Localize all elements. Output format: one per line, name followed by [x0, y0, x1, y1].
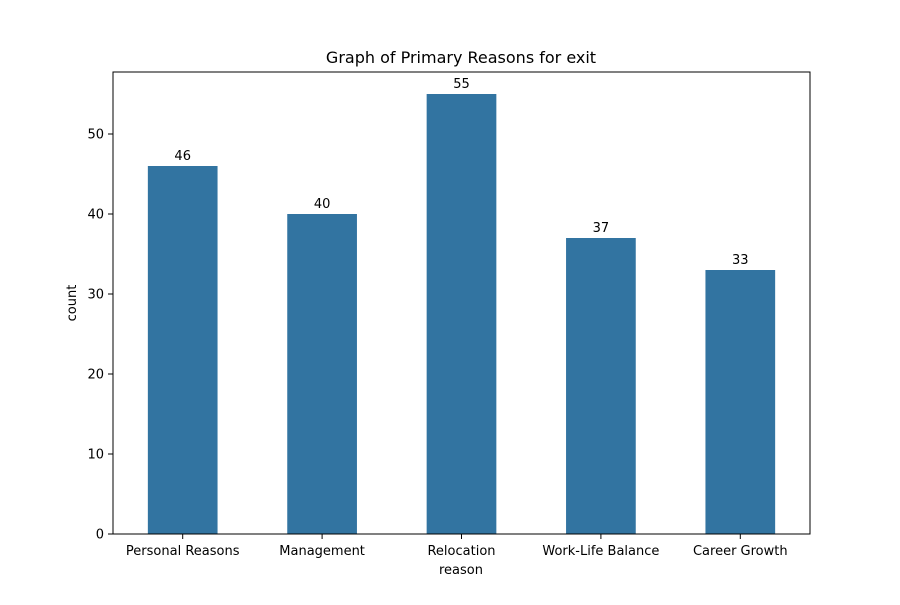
bars-layer: 46 40 55 37 33	[147, 77, 776, 534]
bar	[566, 238, 636, 534]
y-tick-label: 0	[96, 528, 104, 543]
y-tick-label: 50	[87, 128, 104, 143]
chart-title: Graph of Primary Reasons for exit	[326, 48, 596, 67]
bar-value-label: 33	[732, 253, 749, 268]
y-tick-label: 10	[87, 448, 104, 463]
x-tick-label: Personal Reasons	[126, 544, 240, 559]
bar-value-label: 46	[174, 149, 191, 164]
y-axis-title: count	[65, 285, 80, 322]
x-tick-label: Career Growth	[693, 544, 788, 559]
bar-value-label: 40	[314, 197, 331, 212]
y-tick-label: 30	[87, 288, 104, 303]
y-axis: 0 10 20 30 40 50	[87, 128, 113, 543]
y-tick-label: 40	[87, 208, 104, 223]
x-tick-label: Management	[279, 544, 365, 559]
plot-frame	[112, 71, 811, 535]
bar-value-label: 55	[453, 77, 470, 92]
x-tick-label: Work-Life Balance	[542, 544, 659, 559]
bar	[705, 270, 776, 534]
x-tick-label: Relocation	[427, 544, 495, 559]
x-axis-title: reason	[439, 563, 483, 578]
x-axis: Personal Reasons Management Relocation Work…	[126, 534, 788, 559]
bar	[426, 94, 497, 534]
bar	[287, 214, 357, 534]
bar-value-label: 37	[593, 221, 610, 236]
bar	[147, 166, 218, 534]
y-tick-label: 20	[87, 368, 104, 383]
